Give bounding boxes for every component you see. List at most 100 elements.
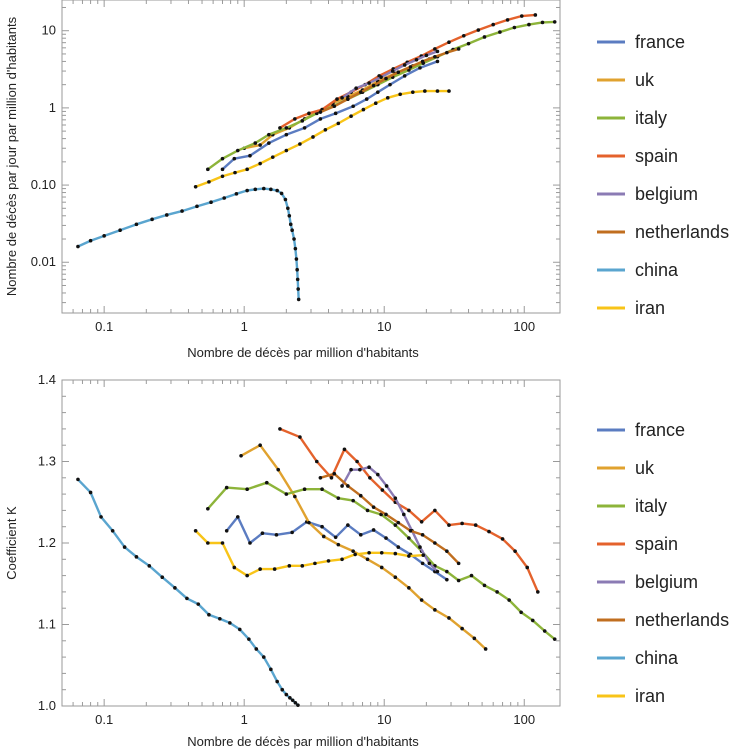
data-point-china	[237, 627, 242, 632]
legend-label-netherlands: netherlands	[635, 222, 729, 242]
data-point-italy	[512, 25, 517, 30]
data-point-italy	[466, 41, 471, 46]
data-point-spain	[447, 40, 451, 44]
data-point-belgium	[367, 465, 371, 470]
data-point-france	[396, 545, 401, 549]
series-france	[224, 515, 449, 582]
data-point-france	[435, 59, 440, 64]
data-point-belgium	[435, 49, 440, 54]
data-point-italy	[224, 485, 229, 490]
data-point-netherlands	[358, 493, 363, 498]
data-point-france	[388, 82, 392, 87]
data-point-belgium	[358, 467, 362, 472]
data-point-china	[185, 596, 189, 601]
data-point-spain	[298, 435, 302, 439]
data-point-spain	[433, 508, 437, 513]
data-point-uk	[293, 494, 297, 499]
legend-label-iran: iran	[635, 298, 665, 318]
data-point-spain	[536, 590, 540, 594]
data-point-belgium	[427, 561, 432, 566]
data-point-italy	[220, 156, 225, 161]
x-tick-label: 10	[377, 712, 391, 727]
data-point-uk	[379, 565, 384, 570]
data-point-italy	[300, 119, 305, 123]
data-point-italy	[456, 578, 461, 583]
data-point-belgium	[435, 569, 440, 574]
data-point-belgium	[424, 53, 429, 58]
data-point-italy	[235, 148, 240, 153]
data-point-france	[384, 536, 388, 540]
legend-label-france: france	[635, 32, 685, 52]
data-point-italy	[482, 583, 487, 588]
data-point-france	[351, 104, 355, 109]
data-point-china	[222, 196, 227, 200]
data-point-france	[418, 66, 422, 70]
data-point-netherlands	[420, 533, 425, 537]
data-point-netherlands	[396, 520, 401, 525]
legend-label-uk: uk	[635, 458, 655, 478]
data-point-netherlands	[346, 484, 350, 488]
plot-frame	[61, 0, 561, 314]
data-point-china	[88, 490, 93, 495]
chart-1: 0.1 1 10 100 0.01 0.10 1 10 Nombre de décès par …	[4, 0, 729, 360]
data-point-france	[302, 126, 307, 130]
data-point-france	[420, 561, 425, 566]
y-tick-label: 10	[42, 23, 56, 38]
data-point-china	[234, 192, 239, 196]
x-tick-label: 10	[377, 319, 391, 334]
data-point-uk	[365, 557, 370, 562]
data-point-netherlands	[420, 59, 425, 64]
data-point-italy	[540, 20, 545, 25]
data-point-spain	[513, 549, 517, 553]
data-point-spain	[533, 13, 538, 17]
data-point-belgium	[418, 545, 422, 549]
data-point-iran	[340, 557, 344, 562]
data-point-italy	[552, 20, 557, 24]
data-point-china	[294, 257, 299, 261]
data-point-spain	[473, 523, 478, 527]
data-point-china	[283, 197, 288, 202]
data-point-uk	[460, 626, 464, 631]
data-point-iran	[245, 167, 249, 172]
y-tick-label: 1.2	[38, 535, 56, 550]
x-axis-label: Nombre de décès par million d'habitants	[187, 734, 419, 749]
data-point-spain	[293, 117, 297, 121]
data-point-italy	[267, 132, 271, 137]
series-line-france	[221, 60, 438, 171]
x-tick-label: 0.1	[95, 319, 113, 334]
data-point-iran	[423, 89, 427, 93]
data-point-italy	[253, 141, 258, 145]
data-point-france	[333, 111, 338, 116]
data-point-china	[218, 616, 222, 621]
data-point-iran	[411, 90, 415, 94]
data-point-china	[292, 237, 296, 241]
series-spain	[278, 427, 540, 594]
data-point-netherlands	[332, 104, 337, 109]
data-point-iran	[258, 567, 262, 571]
data-point-france	[318, 117, 323, 121]
data-point-netherlands	[384, 512, 388, 517]
data-point-italy	[527, 22, 531, 27]
data-point-iran	[193, 184, 198, 189]
series-iran	[193, 528, 426, 578]
data-point-italy	[264, 480, 269, 485]
data-point-iran	[367, 550, 371, 555]
data-point-italy	[245, 487, 249, 492]
data-point-belgium	[402, 63, 407, 67]
data-point-china	[269, 187, 273, 192]
data-point-netherlands	[433, 541, 437, 545]
series-line-iran	[194, 529, 424, 577]
series-belgium	[340, 49, 440, 100]
data-point-france	[260, 531, 265, 536]
y-tick-label: 1.0	[38, 698, 56, 713]
data-point-italy	[336, 496, 341, 500]
legend-label-china: china	[635, 648, 679, 668]
data-point-china	[293, 246, 298, 251]
data-point-belgium	[390, 69, 395, 73]
data-point-belgium	[402, 512, 406, 517]
series-china	[76, 186, 301, 302]
data-point-china	[134, 555, 139, 559]
data-point-china	[118, 228, 122, 233]
data-point-iran	[272, 567, 277, 571]
data-point-netherlands	[318, 476, 323, 480]
